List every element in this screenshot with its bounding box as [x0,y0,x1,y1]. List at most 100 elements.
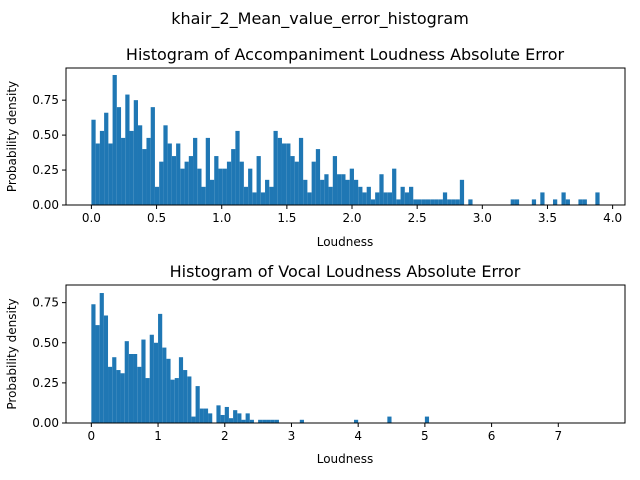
x-tick-label: 1.0 [212,211,231,225]
histogram-bar [298,137,304,205]
histogram-bar [307,192,312,205]
histogram-bar [320,179,325,205]
histogram-bar [188,156,194,205]
histogram-bar [387,416,392,423]
histogram-bar [531,199,537,205]
histogram-bar [159,161,164,205]
histogram-bar [203,408,209,423]
histogram-bar [222,168,227,205]
histogram-bar [328,186,333,205]
histogram-bar [145,378,150,423]
histogram-bar [163,125,168,205]
y-axis-label: Probability density [5,298,19,409]
histogram-bar [99,293,104,423]
histogram-bar [228,418,234,423]
histogram-bar [108,143,113,205]
histogram-bar [193,137,198,205]
histogram-bar [404,192,410,205]
histogram-bar [112,357,117,423]
histogram-bar [243,186,249,205]
histogram-bar [149,334,154,423]
chart-title: Histogram of Vocal Loudness Absolute Err… [170,262,521,281]
histogram-bar [290,156,295,205]
histogram-bar [362,192,367,205]
histogram-bar [116,107,122,205]
histogram-bar [183,370,188,423]
histogram-bar [235,130,240,205]
histogram-bar [237,413,242,423]
histogram-bar [303,179,308,205]
x-tick-label: 7 [554,429,562,443]
histogram-bar [137,125,143,205]
histogram-bar [459,179,465,205]
histogram-bar [561,192,566,205]
x-tick-label: 0.0 [82,211,101,225]
histogram-bar [337,174,342,205]
histogram-bar [383,192,388,205]
axis-ticks: 0 1 2 3 4 5 6 7 0.00 0.25 0.50 0.75 [32,296,562,443]
histogram-bar [176,143,181,205]
histogram-bar [224,406,229,423]
histogram-bar [226,161,232,205]
histogram-bar [191,416,196,423]
histogram-bar [91,119,96,205]
axes-frame [65,67,626,206]
histogram-bar [197,168,202,205]
histogram-bar [112,74,117,205]
histogram-bar [199,408,204,423]
histogram-bar [120,373,125,423]
histogram-bar [205,137,210,205]
axis-ticks: 0.0 0.5 1.0 1.5 2.0 2.5 3.0 3.5 4.0 0.00 0.25 0.50 0… [32,93,622,225]
histogram-bar [180,168,185,205]
chart-title: Histogram of Accompaniment Loudness Abso… [126,45,565,64]
histogram-bar [553,199,558,205]
x-tick-label: 1 [154,429,162,443]
y-tick-label: 0.50 [32,128,59,142]
y-tick-label: 0.50 [32,336,59,350]
histogram-bar [133,354,138,423]
histogram-bar [129,130,134,205]
subplot-accompaniment: Histogram of Accompaniment Loudness Abso… [5,45,626,249]
histogram-bars [91,293,430,423]
histogram-bar [358,186,363,205]
histogram-bar [99,130,105,205]
y-tick-label: 0.25 [32,376,59,390]
histogram-bar [269,186,274,205]
histogram-bar [349,168,354,205]
histogram-bar [595,192,600,205]
histogram-bar [455,199,460,205]
x-tick-label: 3.0 [473,211,492,225]
histogram-bar [125,94,130,205]
figure-title: khair_2_Mean_value_error_histogram [171,9,469,29]
x-tick-label: 6 [488,429,496,443]
histogram-bar [239,161,244,205]
histogram-bar [170,379,175,423]
histogram-bar [387,192,393,205]
histogram-bar [137,366,142,423]
histogram-bar [146,137,151,205]
histogram-bar [124,341,129,423]
y-tick-label: 0.25 [32,163,59,177]
histogram-bar [354,419,359,423]
x-tick-label: 4 [354,429,362,443]
histogram-bar [409,186,414,205]
histogram-bar [286,143,291,205]
histogram-bar [256,156,261,205]
x-axis-label: Loudness [317,235,374,249]
histogram-bar [324,174,329,205]
histogram-bar [166,358,171,423]
histogram-bar [95,325,100,423]
histogram-bar [252,192,257,205]
histogram-bar [299,419,304,423]
x-tick-label: 2 [221,429,229,443]
histogram-bar [233,410,238,423]
axes-frame [65,284,626,424]
subplot-vocal: Histogram of Vocal Loudness Absolute Err… [5,262,626,466]
x-tick-label: 3 [288,429,296,443]
histogram-bar [514,199,520,205]
x-tick-label: 5 [421,429,429,443]
histogram-bar [442,192,448,205]
histogram-bar [249,419,254,423]
x-tick-label: 1.5 [277,211,296,225]
x-tick-label: 4.0 [603,211,622,225]
